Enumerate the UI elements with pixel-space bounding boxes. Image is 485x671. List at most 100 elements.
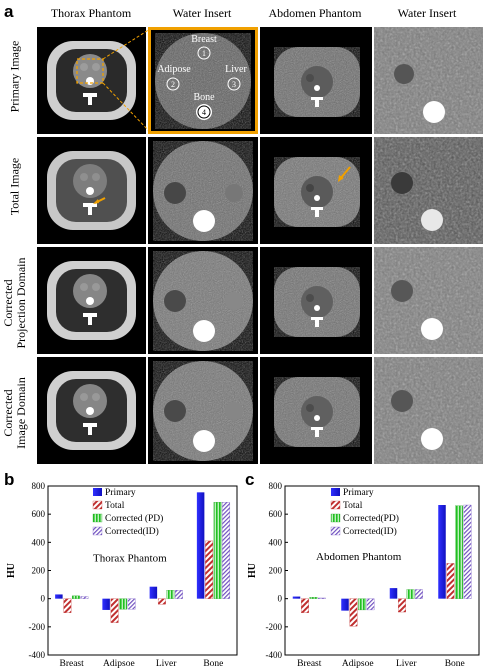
bar-4-liver (415, 589, 423, 599)
x-category-label: Breast (59, 659, 84, 669)
x-category-label: Bone (203, 659, 223, 669)
thorax-primary-image (37, 27, 146, 134)
column-header-abdomen: Abdomen Phantom (268, 6, 362, 20)
abdomen-hu-bar-chart: -400 -200 0 200 400 600 800 HU Breast Adipsoe Live… (247, 481, 480, 669)
bar-2-breast (301, 598, 309, 613)
bar-4-adipsoe (366, 598, 375, 611)
legend-label: Corrected (PD) (105, 513, 163, 524)
legend-swatch (330, 500, 341, 510)
x-category-label: Bone (445, 659, 465, 669)
y-tick-label: 800 (32, 481, 46, 491)
insert-number-3: 3 (232, 80, 236, 89)
bar-2-bone (205, 540, 214, 599)
chart-title: Abdomen Phantom (316, 551, 402, 563)
bar-4-breast (318, 597, 326, 599)
abdomen-water-insert-total (374, 137, 483, 244)
y-tick-label: -400 (266, 650, 283, 660)
bar-3-breast (309, 597, 318, 599)
y-tick-label: 0 (278, 594, 283, 604)
x-category-label: Adipsoe (342, 659, 374, 669)
row-header-total: Total Image (7, 157, 22, 216)
bar-3-adipsoe (119, 598, 128, 610)
legend-label: Corrected(ID) (343, 526, 397, 537)
legend-swatch (330, 526, 341, 536)
bar-1-breast (55, 594, 63, 599)
bar-2-breast (63, 598, 72, 613)
legend-swatch (330, 513, 341, 523)
y-tick-label: 200 (32, 566, 46, 576)
bar-1-liver (389, 588, 398, 599)
row-header-corrected-id: Corrected Image Domain (1, 377, 28, 449)
legend-label: Corrected(PD) (343, 513, 399, 524)
y-tick-label: 0 (41, 594, 46, 604)
abdomen-water-insert-primary (374, 27, 483, 134)
y-axis-label: HU (247, 563, 258, 578)
abdomen-primary-image (260, 27, 372, 134)
insert-number-4: 4 (202, 108, 206, 117)
column-header-thorax: Thorax Phantom (50, 6, 132, 20)
bar-4-liver (174, 590, 183, 599)
y-tick-label: 200 (269, 566, 283, 576)
legend-label: Primary (343, 488, 374, 498)
insert-label-bone: Bone (193, 92, 215, 103)
y-tick-label: -400 (29, 650, 46, 660)
column-header-water-2: Water Insert (397, 6, 457, 20)
abdomen-water-insert-corrected-pd (374, 247, 483, 354)
abdomen-total-image (260, 137, 372, 244)
y-tick-label: -200 (266, 622, 283, 632)
bar-4-adipsoe (127, 598, 136, 610)
bar-4-breast (80, 596, 89, 599)
x-category-label: Liver (396, 659, 417, 669)
bar-1-bone (438, 505, 446, 599)
x-category-label: Adipsoe (103, 659, 135, 669)
insert-label-adipose: Adipose (157, 64, 191, 75)
y-tick-label: 400 (32, 537, 46, 547)
bar-2-liver (398, 598, 406, 613)
bar-3-bone (213, 502, 222, 599)
insert-number-1: 1 (202, 49, 206, 58)
row-header-primary: Primary Image (7, 40, 22, 113)
insert-label-breast: Breast (191, 34, 217, 45)
bar-3-liver (406, 589, 415, 599)
legend-label: Total (343, 501, 363, 511)
x-category-label: Liver (156, 659, 177, 669)
chart-title: Thorax Phantom (93, 552, 167, 564)
bar-2-adipsoe (349, 598, 358, 627)
y-tick-label: -200 (29, 622, 46, 632)
bar-3-breast (71, 595, 80, 599)
legend-label: Total (105, 501, 125, 511)
bar-3-liver (166, 590, 175, 599)
abdomen-corrected-pd-image (260, 247, 372, 354)
abdomen-water-insert-corrected-id (374, 357, 483, 464)
legend-label: Corrected(ID) (105, 526, 159, 537)
legend-swatch (93, 488, 102, 496)
bar-1-adipsoe (341, 598, 349, 611)
legend-swatch (92, 500, 103, 510)
legend-swatch (92, 513, 103, 523)
bar-1-breast (292, 596, 301, 599)
insert-label-liver: Liver (225, 64, 247, 75)
y-axis-label: HU (6, 563, 17, 578)
insert-number-2: 2 (171, 80, 175, 89)
thorax-total-image (37, 137, 146, 244)
bar-3-bone (455, 505, 463, 599)
y-tick-label: 600 (269, 509, 283, 519)
panel-letter-a: a (4, 2, 14, 21)
legend-swatch (331, 488, 340, 496)
bar-1-bone (196, 492, 205, 599)
bar-2-liver (157, 598, 166, 605)
bar-1-liver (149, 586, 158, 599)
y-tick-label: 400 (269, 537, 283, 547)
legend-swatch (92, 526, 103, 536)
thorax-corrected-id-image (37, 357, 146, 464)
row-header-corrected-pd: Corrected Projection Domain (1, 257, 28, 349)
water-insert-corrected-id (148, 357, 258, 464)
water-insert-total (148, 137, 258, 244)
bar-2-bone (446, 563, 455, 599)
water-insert-corrected-pd (148, 247, 258, 354)
abdomen-corrected-id-image (260, 357, 372, 464)
bar-4-bone (463, 504, 472, 599)
panel-letter-c: c (245, 470, 255, 489)
y-tick-label: 600 (32, 509, 46, 519)
thorax-hu-bar-chart: -400 -200 0 200 400 600 800 HU Breast Adipsoe Live… (6, 481, 238, 669)
